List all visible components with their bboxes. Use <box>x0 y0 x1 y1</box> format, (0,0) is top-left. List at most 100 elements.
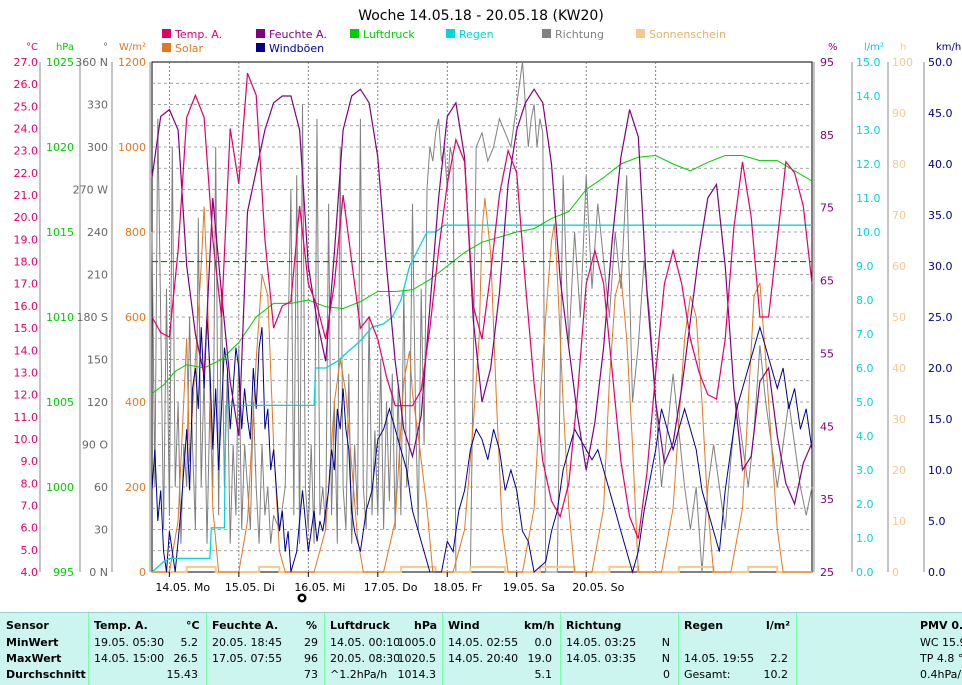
tick-label-temp: 25.0 <box>14 100 39 113</box>
stats-cell-luft-v: 1014.3 <box>397 668 437 681</box>
stats-cell-luft-t: 20.05. 08:30 <box>330 652 401 665</box>
stats-header-luftdruck: Luftdruck <box>330 619 390 632</box>
tick-label-sunshine: 60 <box>892 260 906 273</box>
x-tick-label: 15.05. Di <box>225 581 275 594</box>
stats-cell-temp-v: 5.2 <box>180 636 199 649</box>
tick-label-temp: 15.0 <box>14 322 39 335</box>
stats-cell-pmv: WC 15.9 <box>920 636 962 649</box>
tick-label-pressure: 1010 <box>46 311 74 324</box>
legend-swatch <box>636 29 645 38</box>
tick-label-sunshine: 90 <box>892 107 906 120</box>
stats-header-wind: Wind <box>448 619 480 632</box>
tick-label-rain: 9.0 <box>856 260 874 273</box>
tick-label-temp: 11.0 <box>14 411 39 424</box>
tick-label-temp: 10.0 <box>14 433 39 446</box>
stats-cell-wind-t: 14.05. 20:40 <box>448 652 519 665</box>
tick-label-sunshine: 0 <box>892 566 899 579</box>
axis-unit-wind: km/h <box>936 42 961 53</box>
stats-cell-feuchte-v: 73 <box>304 668 318 681</box>
stats-cell-feuchte-v: 96 <box>304 652 318 665</box>
stats-cell-feuchte-v: 29 <box>304 636 318 649</box>
tick-label-humidity: 85 <box>820 129 834 142</box>
tick-label-wind: 10.0 <box>928 464 953 477</box>
stats-cell-wind-v: 0.0 <box>534 636 553 649</box>
cursor-marker-center <box>300 596 304 600</box>
tick-label-temp: 26.0 <box>14 78 39 91</box>
tick-label-temp: 21.0 <box>14 189 39 202</box>
stats-header-regen: Regen <box>684 619 724 632</box>
tick-label-temp: 27.0 <box>14 56 39 69</box>
axis-unit-temp: °C <box>26 42 38 53</box>
tick-label-rain: 11.0 <box>856 192 881 205</box>
stats-header-richtung: Richtung <box>566 619 622 632</box>
tick-label-rain: 4.0 <box>856 430 874 443</box>
tick-label-pressure: 1000 <box>46 481 74 494</box>
tick-label-direction: 210 <box>87 269 108 282</box>
stats-cell-temp-v: 15.43 <box>166 668 199 681</box>
tick-label-sunshine: 70 <box>892 209 906 222</box>
tick-label-rain: 10.0 <box>856 226 881 239</box>
stats-divider <box>560 613 561 685</box>
axis-unit-humidity: % <box>828 42 838 53</box>
tick-label-solar: 600 <box>125 311 146 324</box>
tick-label-rain: 15.0 <box>856 56 881 69</box>
tick-label-rain: 0.0 <box>856 566 874 579</box>
tick-label-wind: 30.0 <box>928 260 953 273</box>
stats-header-temp: Temp. A. <box>94 619 148 632</box>
tick-label-sunshine: 80 <box>892 158 906 171</box>
tick-label-temp: 18.0 <box>14 256 39 269</box>
legend-label: Solar <box>175 42 204 55</box>
stats-cell-regen-t: Gesamt: <box>684 668 731 681</box>
stats-header-wind-unit: km/h <box>524 619 555 632</box>
tick-label-wind: 45.0 <box>928 107 953 120</box>
stats-cell-regen-v: 2.2 <box>770 652 789 665</box>
tick-label-humidity: 75 <box>820 202 834 215</box>
stats-cell-wind-t: 14.05. 02:55 <box>448 636 519 649</box>
series-windboeen <box>151 316 813 574</box>
tick-label-wind: 20.0 <box>928 362 953 375</box>
tick-label-wind: 35.0 <box>928 209 953 222</box>
tick-label-direction: 300 <box>87 141 108 154</box>
chart-title: Woche 14.05.18 - 20.05.18 (KW20) <box>358 8 604 24</box>
tick-label-pressure: 1015 <box>46 226 74 239</box>
tick-label-temp: 19.0 <box>14 233 39 246</box>
legend: Temp. A. Feuchte A. Luftdruck Regen Richtung… <box>162 28 726 55</box>
legend-swatch <box>256 29 265 38</box>
stats-header-luftdruck-unit: hPa <box>414 619 438 632</box>
tick-label-temp: 9.0 <box>21 455 39 468</box>
stats-divider <box>796 613 797 685</box>
tick-label-temp: 24.0 <box>14 123 39 136</box>
legend-label: Sonnenschein <box>649 28 726 41</box>
tick-label-temp: 8.0 <box>21 477 39 490</box>
tick-label-rain: 13.0 <box>856 124 881 137</box>
stats-cell-temp-t: 14.05. 15:00 <box>94 652 165 665</box>
stats-divider <box>88 613 89 685</box>
tick-label-direction: 0 N <box>89 566 108 579</box>
tick-label-rain: 3.0 <box>856 464 874 477</box>
tick-label-wind: 50.0 <box>928 56 953 69</box>
tick-label-pressure: 1005 <box>46 396 74 409</box>
stats-header-sensor: Sensor <box>6 619 49 632</box>
stats-divider <box>678 613 679 685</box>
tick-label-direction: 180 S <box>77 311 108 324</box>
tick-label-wind: 25.0 <box>928 311 953 324</box>
tick-label-rain: 6.0 <box>856 362 874 375</box>
x-tick-label: 17.05. Do <box>364 581 418 594</box>
tick-label-solar: 200 <box>125 481 146 494</box>
tick-label-direction: 330 <box>87 99 108 112</box>
tick-label-sunshine: 40 <box>892 362 906 375</box>
stats-cell-luft-t: ^1.2hPa/h <box>330 668 388 681</box>
tick-label-solar: 400 <box>125 396 146 409</box>
stats-cell-richt-t: 14.05. 03:35 <box>566 652 637 665</box>
tick-label-temp: 20.0 <box>14 211 39 224</box>
series-temp <box>151 72 813 539</box>
tick-label-temp: 13.0 <box>14 366 39 379</box>
tick-label-rain: 8.0 <box>856 294 874 307</box>
tick-label-direction: 270 W <box>73 184 108 197</box>
x-tick-label: 14.05. Mo <box>155 581 210 594</box>
stats-cell-label: MaxWert <box>6 652 62 665</box>
stats-cell-wind-v: 5.1 <box>534 668 553 681</box>
tick-label-sunshine: 50 <box>892 311 906 324</box>
stats-divider <box>206 613 207 685</box>
tick-label-direction: 30 <box>94 524 108 537</box>
